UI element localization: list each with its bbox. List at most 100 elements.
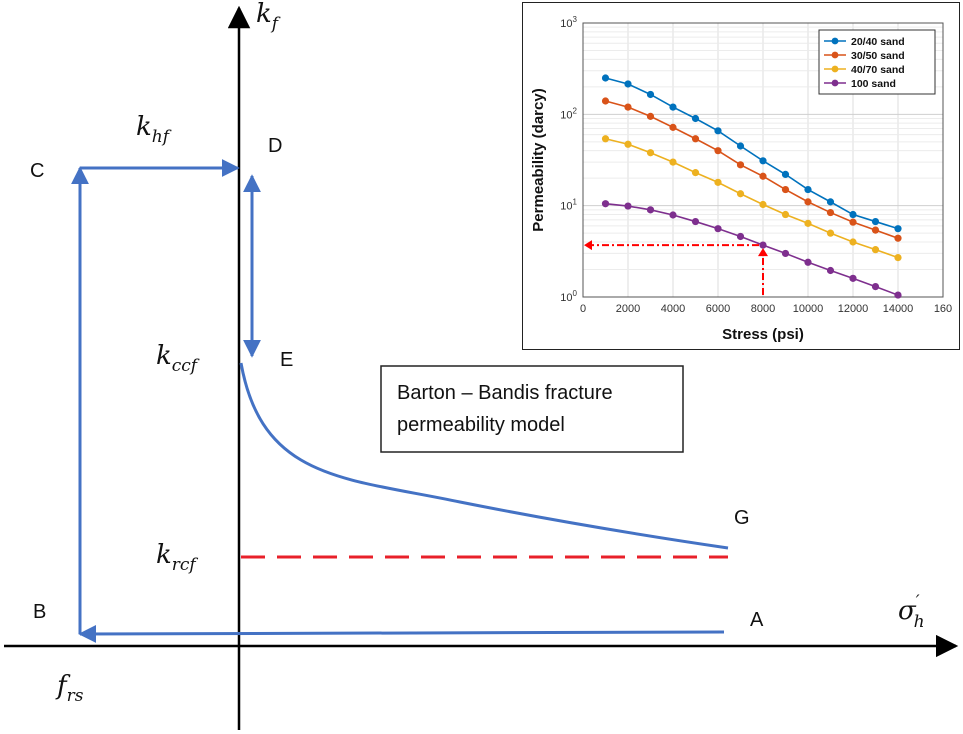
x-axis-label: Stress (psi) [722, 326, 804, 343]
series-line [605, 137, 899, 259]
legend-label: 20/40 sand [851, 36, 905, 48]
data-point [624, 140, 632, 148]
point-b-label: B [33, 601, 46, 623]
data-point [669, 123, 677, 131]
series-line [605, 77, 899, 230]
data-point [691, 114, 700, 123]
data-point [849, 238, 857, 246]
data-point [736, 190, 745, 198]
legend-swatch-marker [831, 65, 839, 73]
point-g-label: G [734, 507, 750, 529]
data-point [871, 226, 880, 234]
data-point [759, 157, 767, 165]
y-tick-label: 103 [560, 15, 577, 30]
data-point [691, 169, 700, 177]
data-point [601, 200, 610, 208]
data-point [781, 249, 790, 258]
f-rs-label: frs [55, 671, 84, 706]
data-point [669, 211, 677, 219]
data-point [826, 198, 835, 206]
data-point [871, 282, 880, 291]
x-tick-label: 0 [580, 303, 586, 315]
legend-label: 40/70 sand [851, 64, 905, 76]
data-point [849, 218, 857, 226]
y-axis-label: Permeability (darcy) [530, 88, 547, 231]
data-point [646, 112, 655, 120]
k-rcf-label: krcf [156, 540, 198, 575]
data-point [781, 170, 790, 178]
data-point [669, 158, 677, 166]
x-tick-label: 12000 [838, 303, 869, 315]
data-point [624, 103, 632, 111]
k-hf-label: khf [136, 112, 172, 147]
inset-chart-svg: 0 2000 4000 6000 8000 10000 12000 14000 160 100 10… [530, 15, 952, 343]
data-point [804, 185, 812, 194]
legend-swatch-marker [831, 51, 839, 59]
data-point [646, 90, 655, 99]
point-e-label: E [280, 349, 293, 371]
data-point [691, 217, 700, 226]
x-tick-label: 14000 [883, 303, 914, 315]
data-point [826, 229, 835, 237]
plot-area [582, 22, 944, 298]
barton-bandis-curve [239, 362, 729, 550]
y-tick-label: 100 [560, 289, 577, 304]
data-point [736, 161, 745, 169]
data-point [826, 266, 835, 275]
data-point [871, 217, 880, 226]
data-point [894, 254, 902, 262]
legend-label: 100 sand [851, 78, 896, 90]
x-tick-label: 6000 [706, 303, 730, 315]
legend-swatch-marker [831, 79, 839, 87]
data-point [714, 225, 722, 233]
y-tick-label: 102 [560, 106, 577, 121]
data-point [894, 291, 902, 299]
data-point [759, 172, 767, 180]
point-d-label: D [268, 135, 282, 157]
data-point [849, 274, 857, 282]
data-point [871, 246, 880, 254]
x-tick-label: 4000 [661, 303, 685, 315]
data-point [646, 149, 655, 157]
y-tick-label: 101 [560, 198, 577, 213]
k-f-label: kf [256, 0, 281, 34]
path-a-to-b [78, 624, 725, 643]
data-point [826, 208, 835, 217]
data-point [781, 210, 790, 219]
x-tick-label: 2000 [616, 303, 640, 315]
series-line [605, 202, 899, 296]
data-point [691, 135, 700, 143]
data-point [804, 198, 812, 206]
data-point [804, 258, 812, 266]
inset-permeability-chart: 0 2000 4000 6000 8000 10000 12000 14000 160 100 10… [522, 2, 960, 350]
data-point [714, 178, 722, 186]
k-ccf-label: kccf [156, 341, 200, 376]
data-point [849, 210, 857, 219]
data-point [736, 232, 745, 241]
data-point [624, 80, 632, 88]
data-point [601, 135, 610, 143]
x-tick-label: 160 [934, 303, 952, 315]
data-point [669, 103, 677, 111]
point-a-label: A [750, 609, 764, 631]
model-box [380, 365, 684, 453]
annotation-arrowhead-up [758, 248, 768, 257]
data-point [759, 241, 767, 249]
data-point [714, 147, 722, 155]
model-box-line1: Barton – Bandis fracture [397, 382, 613, 404]
data-point [714, 127, 722, 135]
data-point [736, 142, 745, 150]
legend-label: 30/50 sand [851, 50, 905, 62]
data-point [601, 97, 610, 105]
data-point [894, 234, 902, 242]
data-point [804, 219, 812, 227]
data-point [624, 202, 632, 210]
data-point [601, 74, 610, 82]
model-box-line2: permeability model [397, 414, 565, 436]
x-tick-label: 10000 [793, 303, 824, 315]
series-line [605, 100, 899, 239]
point-c-label: C [30, 160, 44, 182]
data-point [781, 185, 790, 194]
annotation-arrowhead-left [584, 240, 592, 251]
